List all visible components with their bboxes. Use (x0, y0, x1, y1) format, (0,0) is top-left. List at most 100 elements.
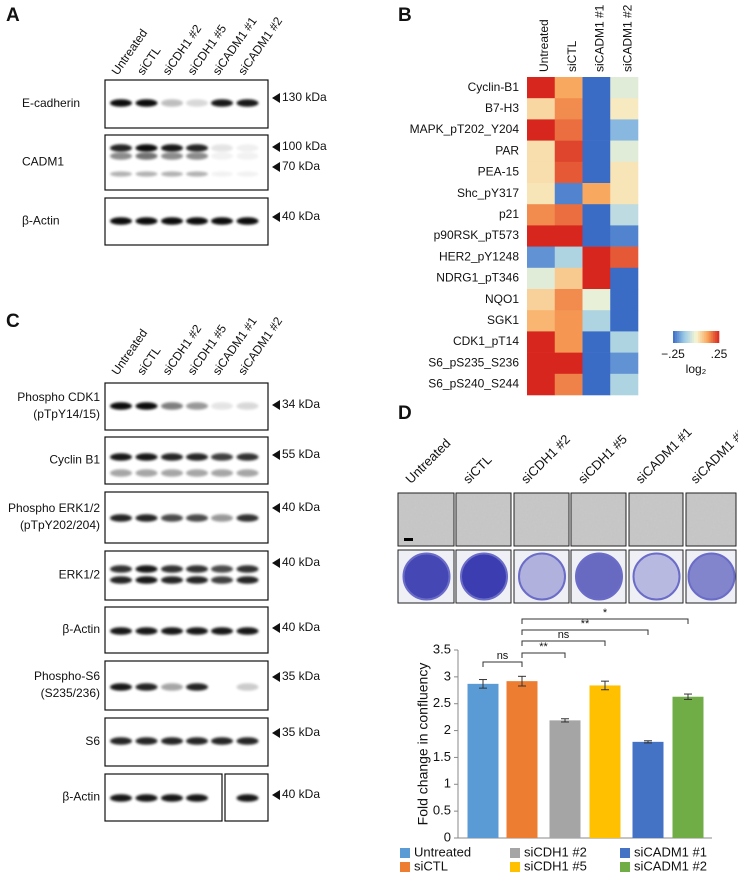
band (110, 576, 132, 584)
heatmap-cell (610, 289, 639, 311)
heatmap-cell (610, 161, 639, 184)
band (161, 794, 183, 802)
legend-label: siCDH1 #2 (524, 844, 587, 859)
row-label: Cyclin B1 (49, 453, 100, 467)
colorbar-step (678, 331, 681, 343)
band (135, 144, 158, 152)
row-label: E-cadherin (22, 96, 80, 110)
band (186, 144, 208, 152)
size-marker: 35 kDa (282, 669, 320, 683)
band (236, 453, 259, 461)
marker-arrow (272, 162, 280, 172)
row-label: S6_pS235_S236 (428, 355, 519, 369)
y-tick-label: 3 (444, 668, 451, 683)
bar (589, 685, 621, 838)
row-label: Phospho ERK1/2 (8, 501, 100, 515)
significance-bracket (521, 629, 649, 635)
significance-label: ** (539, 641, 548, 653)
row-label: CADM1 (22, 155, 64, 169)
band (211, 469, 233, 477)
panel-label: D (398, 403, 412, 424)
heatmap-cell (582, 119, 611, 141)
heatmap-cell (527, 373, 556, 396)
band (236, 737, 259, 745)
marker-arrow (272, 142, 280, 152)
band (236, 217, 259, 225)
size-marker: 70 kDa (282, 159, 320, 173)
size-marker: 34 kDa (282, 397, 320, 411)
row-label: ERK1/2 (59, 568, 101, 582)
colorbar-step (696, 331, 699, 343)
band (110, 453, 132, 461)
band (110, 565, 132, 573)
marker-arrow (272, 790, 280, 800)
band (135, 453, 158, 461)
well (402, 552, 451, 601)
panel-label: C (6, 311, 20, 332)
colorbar-tick-label: .25 (711, 347, 728, 361)
row-label: S6 (85, 734, 100, 748)
band (135, 402, 158, 410)
size-marker: 40 kDa (282, 555, 320, 569)
colorbar-step (686, 331, 689, 343)
heatmap-cell (582, 331, 611, 353)
band (161, 683, 183, 691)
band (135, 576, 158, 584)
row-label: PEA-15 (478, 165, 520, 179)
colorbar-label: log₂ (686, 362, 707, 376)
lane-label: siCTL (460, 452, 495, 487)
bar (467, 683, 499, 838)
colorbar-step (697, 331, 701, 343)
column-label: Untreated (537, 19, 551, 72)
significance-bracket (521, 618, 689, 624)
band (236, 794, 259, 802)
colorbar-step (692, 331, 695, 343)
colorbar-step (707, 331, 710, 343)
legend-label: siCTL (414, 858, 448, 873)
heatmap-cell (554, 119, 583, 141)
band (135, 737, 158, 745)
heatmap-cell (610, 373, 639, 396)
panel-label: B (398, 5, 412, 26)
band (211, 627, 233, 635)
band (186, 171, 208, 177)
band (161, 514, 183, 522)
heatmap-cell (554, 161, 583, 184)
band (186, 683, 208, 691)
well-frame (628, 549, 684, 604)
heatmap-cell (582, 267, 611, 290)
band (110, 627, 132, 635)
band (211, 217, 233, 225)
band (186, 576, 208, 584)
band (161, 737, 183, 745)
colorbar-step (709, 331, 712, 343)
error-bar (479, 679, 487, 689)
band (186, 627, 208, 635)
colorbar-step (717, 331, 720, 343)
heatmap-cell (582, 183, 611, 205)
band (110, 514, 132, 522)
size-marker: 35 kDa (282, 725, 320, 739)
heatmap-cell (610, 310, 639, 332)
lane-label: siCDH1 #5 (575, 431, 630, 486)
legend-label: siCADM1 #2 (634, 858, 707, 873)
heatmap-cell (527, 246, 556, 269)
band (211, 144, 233, 152)
band (110, 171, 132, 177)
y-tick-label: 3.5 (433, 641, 451, 656)
well-frame (513, 549, 570, 604)
row-label: p90RSK_pT573 (434, 228, 520, 242)
legend-label: Untreated (414, 844, 471, 859)
row-label: MAPK_pT202_Y204 (410, 122, 520, 136)
band (211, 152, 233, 160)
colorbar-step (715, 331, 718, 343)
row-label: CDK1_pT14 (453, 334, 519, 348)
band (135, 627, 158, 635)
legend-label: siCDH1 #5 (524, 858, 587, 873)
band (186, 453, 208, 461)
heatmap-cell (527, 161, 556, 184)
band (161, 576, 183, 584)
band (161, 171, 183, 177)
colorbar-step (694, 331, 697, 343)
